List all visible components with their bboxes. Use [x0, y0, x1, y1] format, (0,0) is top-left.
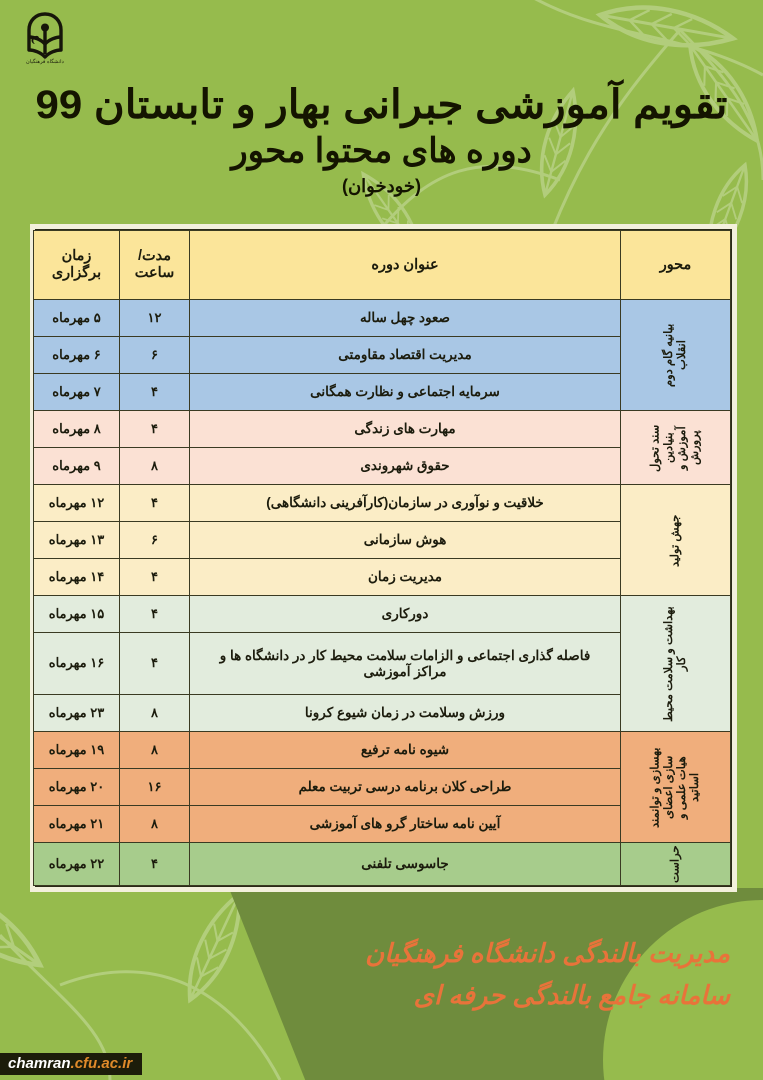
svg-text:دانشگاه فرهنگیان: دانشگاه فرهنگیان [26, 58, 64, 65]
